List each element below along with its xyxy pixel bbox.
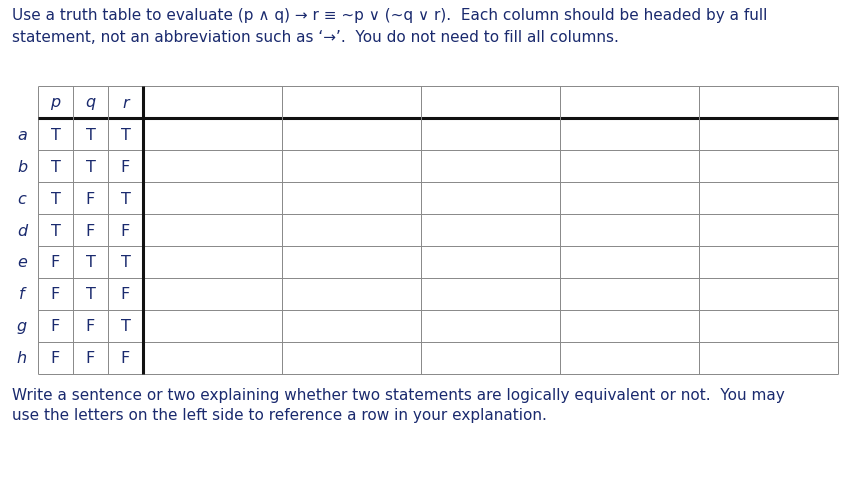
Text: g: g [17,319,27,334]
Text: c: c [17,191,27,206]
Text: F: F [121,159,130,174]
Text: T: T [85,127,96,142]
Text: T: T [121,255,130,270]
Text: T: T [51,159,60,174]
Text: b: b [17,159,27,174]
Text: F: F [51,319,60,334]
Text: F: F [51,255,60,270]
Text: T: T [121,191,130,206]
Text: F: F [51,287,60,302]
Text: F: F [121,223,130,238]
Text: T: T [85,159,96,174]
Text: F: F [121,351,130,366]
Text: T: T [51,223,60,238]
Text: T: T [51,191,60,206]
Text: f: f [19,287,25,302]
Text: r: r [122,96,128,110]
Text: T: T [51,127,60,142]
Text: F: F [86,191,95,206]
Text: statement, not an abbreviation such as ‘→’.  You do not need to fill all columns: statement, not an abbreviation such as ‘… [12,30,618,45]
Text: F: F [121,287,130,302]
Text: F: F [86,223,95,238]
Text: F: F [51,351,60,366]
Text: a: a [17,127,27,142]
Text: e: e [17,255,27,270]
Text: d: d [17,223,27,238]
Text: use the letters on the left side to reference a row in your explanation.: use the letters on the left side to refe… [12,407,546,422]
Text: T: T [121,127,130,142]
Text: F: F [86,319,95,334]
Text: T: T [85,255,96,270]
Text: p: p [51,96,60,110]
Text: q: q [85,96,96,110]
Text: T: T [85,287,96,302]
Text: T: T [121,319,130,334]
Text: F: F [86,351,95,366]
Text: h: h [17,351,27,366]
Text: Write a sentence or two explaining whether two statements are logically equivale: Write a sentence or two explaining wheth… [12,387,784,402]
Text: Use a truth table to evaluate (p ∧ q) → r ≡ ~p ∨ (~q ∨ r).  Each column should b: Use a truth table to evaluate (p ∧ q) → … [12,8,766,23]
